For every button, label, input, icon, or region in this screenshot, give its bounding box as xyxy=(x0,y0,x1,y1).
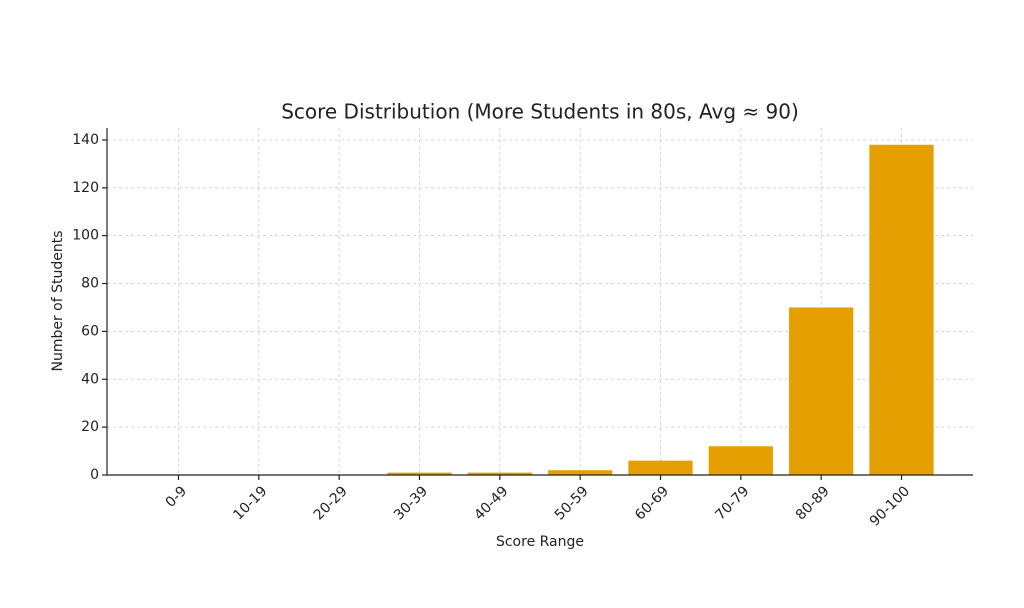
bar xyxy=(869,144,934,476)
y-axis-label: Number of Students xyxy=(50,230,66,371)
x-tick-label: 90-100 xyxy=(867,483,913,529)
bar xyxy=(387,472,452,475)
y-tick-label: 140 xyxy=(72,132,99,148)
bar xyxy=(467,472,532,475)
y-tick-label: 120 xyxy=(72,180,99,196)
chart-title: Score Distribution (More Students in 80s… xyxy=(281,100,799,124)
bar xyxy=(708,446,773,475)
x-tick-label: 70-79 xyxy=(712,483,752,523)
bar xyxy=(548,470,613,475)
y-tick-label: 20 xyxy=(81,419,99,435)
y-tick-label: 80 xyxy=(81,276,99,292)
bar xyxy=(789,307,854,475)
x-tick-label: 60-69 xyxy=(632,483,672,523)
x-tick-label: 20-29 xyxy=(311,483,351,523)
y-tick-label: 60 xyxy=(81,323,99,339)
x-axis-label: Score Range xyxy=(496,534,584,550)
x-tick-label: 40-49 xyxy=(471,483,511,523)
x-tick-label: 10-19 xyxy=(230,483,270,523)
x-tick-label: 50-59 xyxy=(552,483,592,523)
bar xyxy=(628,460,693,475)
x-tick-label: 0-9 xyxy=(163,483,190,510)
y-tick-label: 40 xyxy=(81,371,99,387)
x-tick-label: 80-89 xyxy=(793,483,833,523)
y-tick-label: 100 xyxy=(72,228,99,244)
x-tick-label: 30-39 xyxy=(391,483,431,523)
y-tick-label: 0 xyxy=(90,467,99,483)
